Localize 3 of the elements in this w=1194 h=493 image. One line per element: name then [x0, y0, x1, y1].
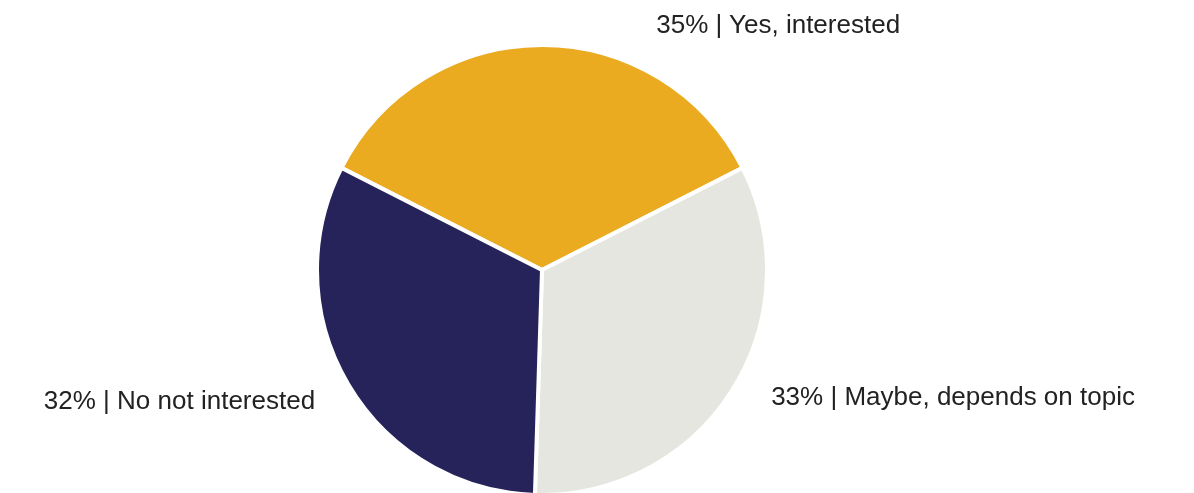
slice-label: 33% | Maybe, depends on topic — [771, 381, 1135, 412]
slice-label: 35% | Yes, interested — [656, 9, 901, 40]
slice-label: 32% | No not interested — [43, 385, 316, 415]
